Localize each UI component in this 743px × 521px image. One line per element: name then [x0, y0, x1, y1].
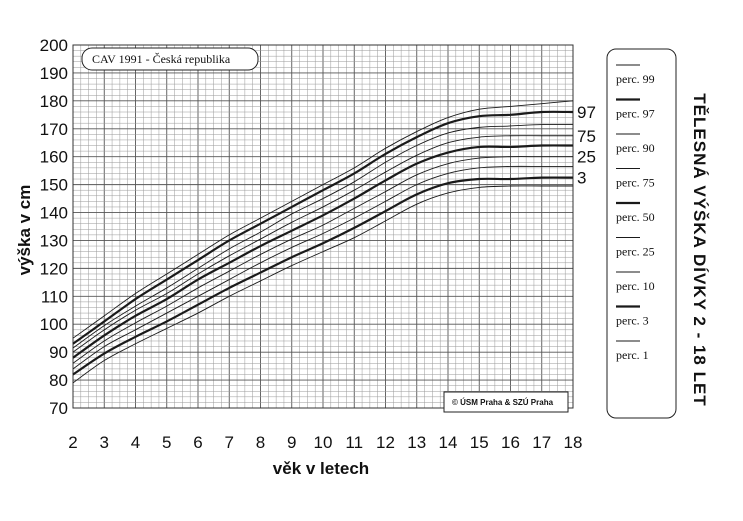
legend-entry: perc. 3 — [616, 314, 649, 328]
legend-entry: perc. 75 — [616, 176, 655, 190]
y-tick-label: 190 — [40, 64, 68, 83]
y-tick-label: 150 — [40, 176, 68, 195]
x-tick-label: 10 — [314, 433, 333, 452]
side-title: TĚLESNÁ VÝŠKA DÍVKY 2 - 18 LET — [690, 93, 709, 406]
series-line-perc-99 — [72, 100, 574, 339]
percentile-curves — [72, 100, 574, 384]
plot-frame — [72, 44, 574, 409]
x-tick-label: 5 — [162, 433, 171, 452]
legend-entry: perc. 97 — [616, 107, 655, 121]
series-line-perc-3 — [72, 176, 574, 376]
x-tick-label: 4 — [131, 433, 140, 452]
grid — [72, 44, 574, 409]
legend-entry: perc. 1 — [616, 348, 649, 362]
x-tick-label: 17 — [532, 433, 551, 452]
series-line-perc-10 — [72, 165, 573, 370]
x-axis-title: věk v letech — [273, 459, 369, 478]
curve-label-perc-97: 97 — [577, 103, 596, 122]
x-tick-label: 13 — [407, 433, 426, 452]
curve-label-perc-25: 25 — [577, 148, 596, 167]
legend-entry: perc. 99 — [616, 72, 655, 86]
y-tick-label: 180 — [40, 92, 68, 111]
source-box: CAV 1991 - Česká republika — [81, 47, 259, 71]
legend-entry: perc. 10 — [616, 279, 655, 293]
y-tick-label: 70 — [49, 399, 68, 418]
y-tick-label: 100 — [40, 315, 68, 334]
curve-end-labels: 97 75 25 3 — [577, 103, 596, 188]
series-line-perc-97 — [72, 110, 574, 345]
y-tick-label: 110 — [41, 287, 68, 306]
y-tick-label: 130 — [40, 231, 68, 250]
series-line-perc-50 — [72, 144, 574, 359]
y-axis-title: výška v cm — [15, 185, 34, 276]
y-tick-label: 170 — [40, 120, 68, 139]
series-line-perc-90 — [72, 124, 574, 349]
legend-entry: perc. 90 — [616, 141, 655, 155]
x-tick-label: 9 — [287, 433, 296, 452]
series-line-perc-75 — [72, 135, 573, 353]
legend-panel: perc. 99 perc. 97 perc. 90 perc. 75 perc. 50… — [606, 48, 677, 419]
curve-label-perc-75: 75 — [577, 127, 596, 146]
legend-entry: perc. 50 — [616, 210, 655, 224]
x-tick-label: 8 — [256, 433, 265, 452]
y-tick-label: 80 — [49, 371, 68, 390]
x-tick-label: 12 — [376, 433, 395, 452]
credit-box: © ÚSM Praha & SZÚ Praha — [443, 391, 569, 413]
x-tick-label: 14 — [439, 433, 458, 452]
tick-labels: 2 3 4 5 6 7 8 9 10 11 12 13 14 15 16 17 18 70 80 90 100 110 12… — [40, 36, 583, 452]
x-tick-label: 2 — [68, 433, 77, 452]
credit-text: © ÚSM Praha & SZÚ Praha — [452, 398, 554, 407]
x-tick-label: 16 — [501, 433, 520, 452]
y-tick-label: 140 — [40, 204, 68, 223]
series-line-perc-1 — [72, 185, 573, 384]
series-line-perc-25 — [72, 156, 573, 364]
y-tick-label: 160 — [40, 148, 68, 167]
x-tick-label: 15 — [470, 433, 489, 452]
y-tick-label: 120 — [40, 259, 68, 278]
source-box-text: CAV 1991 - Česká republika — [92, 52, 231, 66]
x-tick-label: 6 — [193, 433, 202, 452]
legend-entry: perc. 25 — [616, 245, 655, 259]
curve-label-perc-3: 3 — [577, 169, 586, 188]
x-tick-label: 7 — [225, 433, 234, 452]
x-tick-label: 11 — [345, 433, 363, 452]
y-tick-label: 90 — [49, 343, 68, 362]
x-tick-label: 18 — [564, 433, 583, 452]
x-tick-label: 3 — [100, 433, 109, 452]
y-tick-label: 200 — [40, 36, 68, 55]
